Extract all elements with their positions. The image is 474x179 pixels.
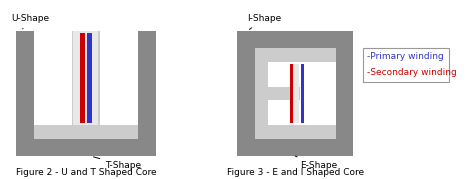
Text: U-Shape: U-Shape bbox=[11, 14, 49, 29]
Text: E-Shape: E-Shape bbox=[295, 156, 337, 170]
Bar bbox=[291, 64, 293, 123]
Bar bbox=[363, 48, 449, 82]
Text: Figure 2 - U and T Shaped Core: Figure 2 - U and T Shaped Core bbox=[16, 168, 156, 177]
Bar bbox=[73, 31, 99, 125]
Bar bbox=[34, 125, 138, 139]
Bar bbox=[87, 33, 91, 123]
Bar bbox=[255, 125, 336, 139]
Bar bbox=[34, 31, 138, 48]
Bar bbox=[34, 31, 138, 139]
Bar bbox=[72, 31, 100, 125]
Text: -Primary winding: -Primary winding bbox=[367, 52, 444, 61]
Bar bbox=[294, 64, 299, 123]
Bar bbox=[34, 31, 138, 47]
Bar bbox=[291, 64, 295, 123]
Bar bbox=[237, 31, 353, 48]
Text: T-Shape: T-Shape bbox=[93, 157, 141, 170]
Bar bbox=[255, 48, 336, 62]
Bar bbox=[255, 48, 336, 139]
Bar bbox=[255, 48, 268, 139]
Text: Figure 3 - E and I Shaped Core: Figure 3 - E and I Shaped Core bbox=[227, 168, 364, 177]
Text: -Secondary winding: -Secondary winding bbox=[367, 68, 457, 77]
Bar bbox=[80, 33, 85, 123]
Bar bbox=[237, 31, 353, 156]
Bar bbox=[16, 31, 155, 156]
Text: I-Shape: I-Shape bbox=[247, 14, 282, 29]
Bar bbox=[301, 64, 304, 123]
Bar bbox=[255, 87, 300, 100]
